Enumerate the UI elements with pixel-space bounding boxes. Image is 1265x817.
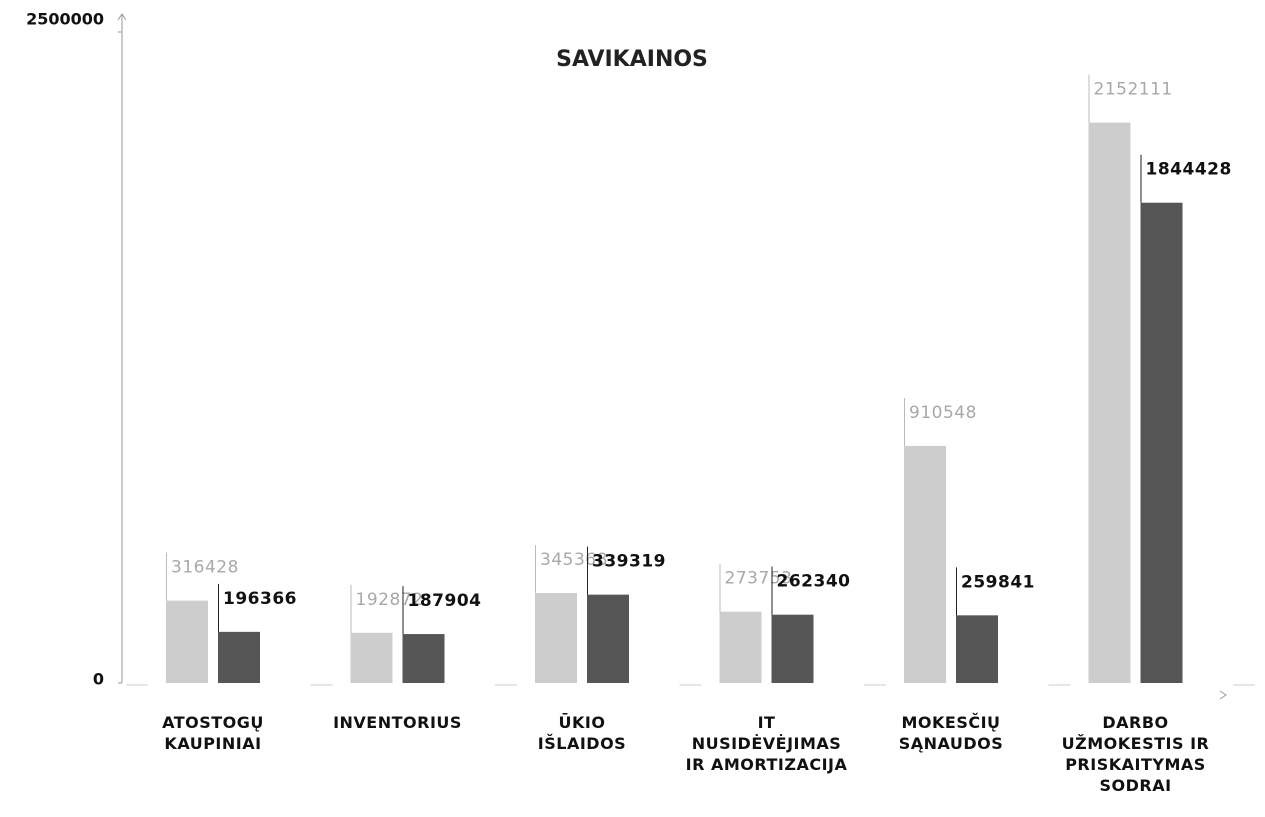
x-tick-label: INVENTORIUS: [333, 713, 462, 732]
bar: [350, 632, 393, 683]
bar: [218, 631, 260, 683]
x-tick-label: IT NUSIDĖVĖJIMAS IR AMORTIZACIJA: [685, 713, 848, 774]
bar: [166, 600, 208, 683]
y-tick-label: 0: [93, 670, 104, 689]
bar: [535, 593, 577, 683]
value-label: 316428: [171, 558, 239, 578]
bar: [587, 594, 629, 683]
value-label: 2152111: [1094, 80, 1173, 100]
bar: [904, 445, 946, 683]
bar: [719, 611, 762, 683]
bar: [1088, 122, 1131, 684]
value-label: 259841: [961, 572, 1035, 592]
value-label: 1844428: [1146, 160, 1232, 180]
value-label: 910548: [909, 403, 977, 423]
x-tick-label: ATOSTOGŲ KAUPINIAI: [162, 713, 264, 753]
bar: [771, 614, 814, 683]
value-label: 262340: [777, 572, 851, 592]
value-label: 339319: [592, 552, 666, 572]
value-label: 192872: [356, 590, 424, 610]
bar: [1140, 202, 1183, 684]
y-axis-arrow: [117, 13, 127, 21]
x-axis-arrow: [1219, 690, 1227, 700]
bar: [956, 615, 998, 683]
chart-title: SAVIKAINOS: [556, 47, 708, 72]
x-tick-label: MOKESČIŲ SĄNAUDOS: [898, 713, 1004, 753]
value-label: 196366: [223, 589, 297, 609]
value-label: 345368: [540, 550, 608, 570]
value-label: 187904: [408, 591, 482, 611]
bar: [402, 634, 445, 683]
y-tick-label: 2500000: [26, 10, 104, 29]
x-tick-label: ŪKIO IŠLAIDOS: [537, 713, 627, 753]
x-tick-label: DARBO UŽMOKESTIS IR PRISKAITYMAS SODRAI: [1061, 713, 1210, 795]
value-label: 273753: [725, 569, 793, 589]
